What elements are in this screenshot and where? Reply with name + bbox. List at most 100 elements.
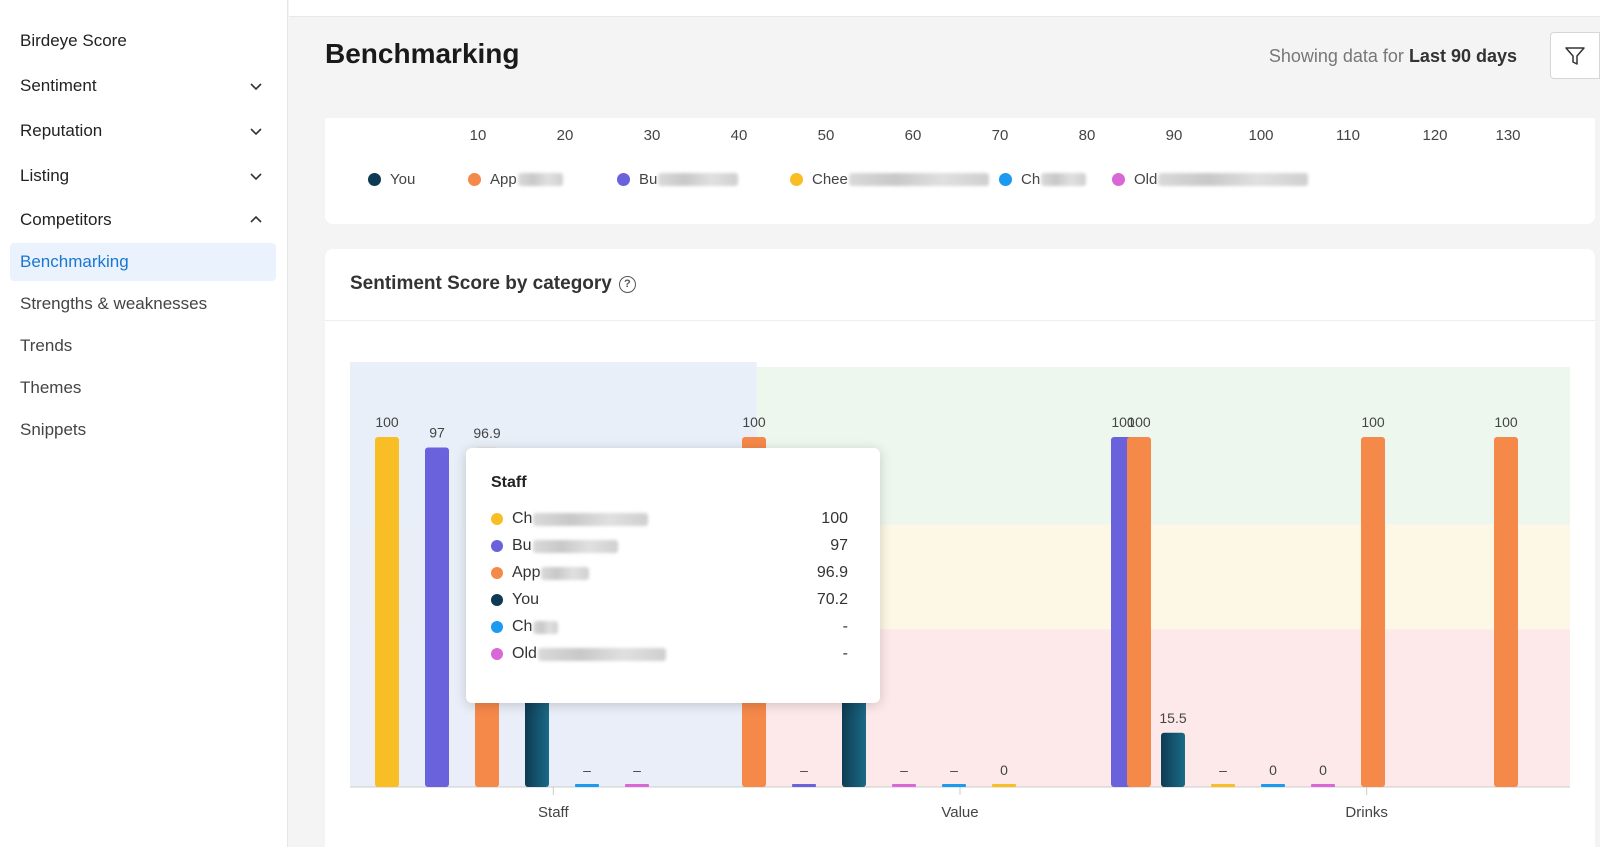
sidebar-item-reputation[interactable]: Reputation <box>20 117 263 145</box>
legend-item[interactable]: Bu <box>617 171 739 188</box>
series-dot-icon <box>491 513 503 525</box>
sidebar-subitem-themes[interactable]: Themes <box>10 369 276 407</box>
bar-zero <box>992 784 1016 787</box>
x-axis-tick: 120 <box>1422 127 1448 144</box>
bar <box>1361 437 1385 787</box>
bar-data-label: – <box>800 762 808 778</box>
bar-data-label: – <box>950 762 958 778</box>
legend-dot-icon <box>790 173 803 186</box>
sidebar-subitem-snippets[interactable]: Snippets <box>10 411 276 449</box>
bar-data-label: 100 <box>375 414 399 430</box>
redacted-text <box>1041 173 1087 186</box>
x-axis-tick: 70 <box>991 127 1009 144</box>
sidebar-item-label: Sentiment <box>20 76 97 95</box>
top-bar <box>289 0 1600 17</box>
bar-data-label: – <box>900 762 908 778</box>
sidebar-subitem-benchmarking[interactable]: Benchmarking <box>10 243 276 281</box>
legend-label: Old <box>1134 171 1158 188</box>
bar-data-label: – <box>1219 762 1227 778</box>
legend-item[interactable]: App <box>468 171 563 188</box>
series-dot-icon <box>491 540 503 552</box>
bar-data-label: 100 <box>1127 414 1151 430</box>
chart-tooltip: Staff Ch 100 Bu 97 App 96.9 You 70.2 Ch - Old - <box>466 448 880 703</box>
x-axis-tick: 100 <box>1248 127 1274 144</box>
bar-zero <box>1261 784 1285 787</box>
redacted-text <box>848 173 989 186</box>
chevron-down-icon <box>250 173 262 181</box>
category-label: Value <box>941 804 978 821</box>
tooltip-row: Ch - <box>491 616 848 638</box>
x-axis-tick: 40 <box>730 127 748 144</box>
sidebar-item-label: Reputation <box>20 121 103 140</box>
x-axis-tick: 110 <box>1336 127 1360 144</box>
sidebar-subitem-label: Snippets <box>20 420 87 439</box>
x-axis-tick: 20 <box>556 127 574 144</box>
legend-label: Chee <box>812 171 848 188</box>
sidebar: Birdeye Score Sentiment Reputation Listi… <box>0 0 288 847</box>
redacted-text <box>533 620 559 634</box>
legend-dot-icon <box>1112 173 1125 186</box>
x-axis-tick: 30 <box>643 127 661 144</box>
bar <box>1127 437 1151 787</box>
legend-dot-icon <box>999 173 1012 186</box>
question-circle-icon[interactable]: ? <box>618 275 636 293</box>
redacted-text <box>1158 173 1309 186</box>
bar-zero <box>575 784 599 787</box>
bar-data-label: 97 <box>429 425 445 441</box>
bar-data-label: – <box>583 762 591 778</box>
tooltip-value: 70.2 <box>816 591 848 608</box>
tooltip-series-label: Ch <box>512 510 533 527</box>
x-axis-tick: 130 <box>1495 127 1521 144</box>
filter-icon <box>1565 46 1585 65</box>
bar-data-label: 100 <box>1361 414 1385 430</box>
page-title: Benchmarking <box>325 38 520 69</box>
legend-item[interactable]: Ch <box>999 171 1087 188</box>
divider <box>325 320 1595 321</box>
redacted-text <box>517 173 563 186</box>
tooltip-series-label: Old <box>512 645 537 662</box>
sidebar-subitem-trends[interactable]: Trends <box>10 327 276 365</box>
bar <box>1161 732 1185 787</box>
bar-zero <box>792 784 816 787</box>
category-label: Drinks <box>1345 804 1388 821</box>
legend-item[interactable]: Old <box>1112 171 1309 188</box>
tooltip-value: 96.9 <box>816 564 848 581</box>
tooltip-row: Ch 100 <box>491 508 848 530</box>
bar-zero <box>942 784 966 787</box>
bar-zero <box>1311 784 1335 787</box>
bar-data-label: 0 <box>1319 762 1327 778</box>
redacted-text <box>537 647 666 661</box>
date-range-label: Showing data for Last 90 days <box>1269 46 1517 67</box>
legend-dot-icon <box>617 173 630 186</box>
sidebar-item-sentiment[interactable]: Sentiment <box>20 72 263 100</box>
sidebar-subitem-label: Themes <box>20 378 82 397</box>
bar-data-label: 15.5 <box>1159 710 1186 726</box>
filter-button[interactable] <box>1550 32 1600 79</box>
redacted-text <box>658 173 739 186</box>
legend-item[interactable]: You <box>368 171 415 188</box>
redacted-text <box>532 539 618 553</box>
legend-item[interactable]: Chee <box>790 171 989 188</box>
bar-data-label: – <box>633 762 641 778</box>
bar <box>425 447 449 787</box>
chevron-up-icon <box>250 215 262 223</box>
sidebar-item-listing[interactable]: Listing <box>20 162 263 190</box>
x-axis-tick: 10 <box>469 127 487 144</box>
legend-label: Ch <box>1021 171 1041 188</box>
card-title-text: Sentiment Score by category <box>350 273 612 294</box>
date-range-prefix: Showing data for <box>1268 46 1404 66</box>
bar-data-label: 100 <box>1494 414 1518 430</box>
sidebar-subitem-strengths-weaknesses[interactable]: Strengths & weaknesses <box>10 285 276 323</box>
legend-dot-icon <box>368 173 381 186</box>
bar-data-label: 96.9 <box>473 425 500 441</box>
tooltip-series-label: You <box>512 591 539 608</box>
chevron-down-icon <box>250 128 262 136</box>
overview-card: 10 20 30 40 50 60 70 80 90 100 110 120 130 You App Bu C… <box>325 118 1595 224</box>
sidebar-item-competitors[interactable]: Competitors <box>20 206 263 234</box>
sidebar-item-label: Competitors <box>20 210 112 229</box>
tooltip-value: 100 <box>821 510 848 527</box>
sidebar-subitem-label: Trends <box>20 336 73 355</box>
sidebar-item-birdeye-score[interactable]: Birdeye Score <box>20 27 263 55</box>
sidebar-item-label: Listing <box>20 166 70 185</box>
tooltip-series-label: App <box>512 564 541 581</box>
